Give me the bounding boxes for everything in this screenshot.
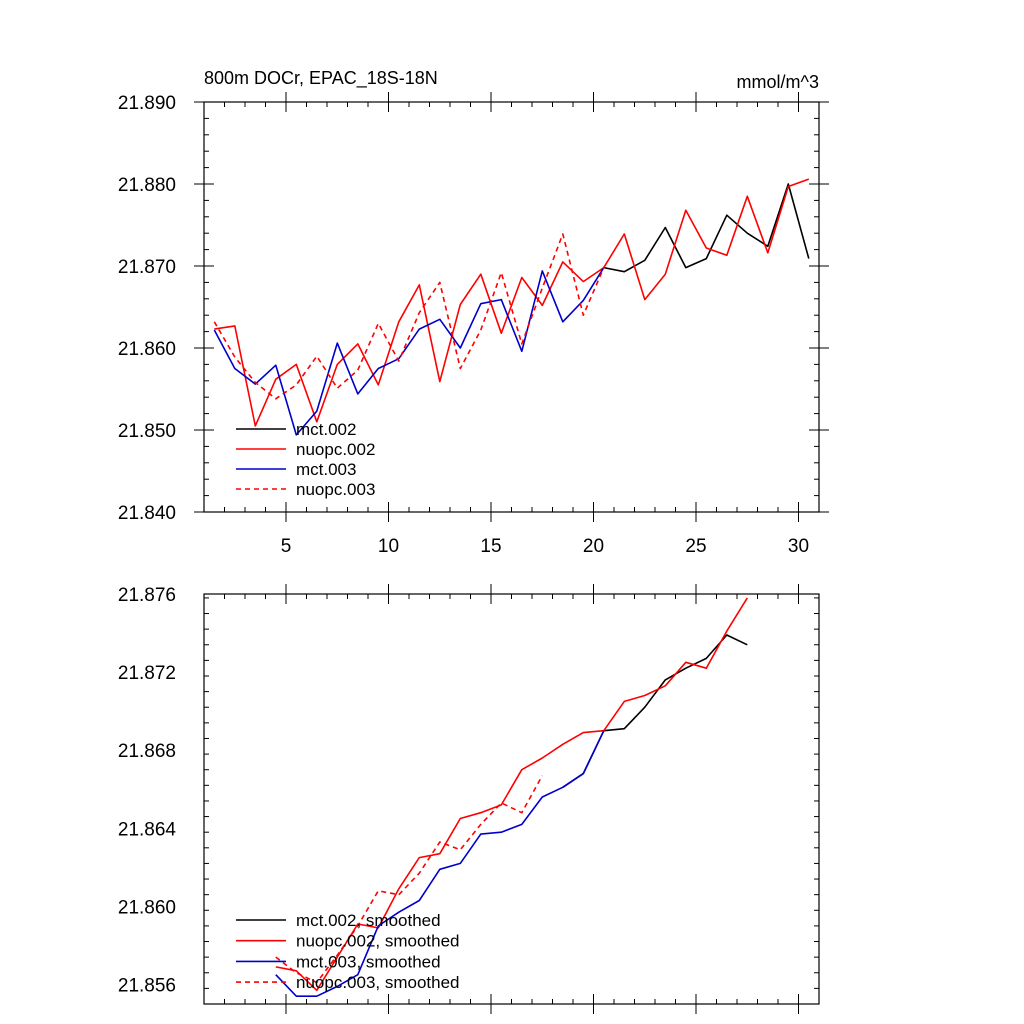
- legend-label: nuopc.003: [296, 480, 375, 499]
- series-line-2: [214, 178, 810, 427]
- x-tick-label: 20: [583, 536, 604, 557]
- x-tick-label: 5: [281, 536, 292, 557]
- series-line-2: [275, 597, 748, 992]
- series-layer: [213, 178, 810, 436]
- y-tick-label: 21.860: [118, 339, 176, 360]
- legend-label: mct.002: [296, 420, 356, 439]
- y-tick-label: 21.868: [118, 741, 176, 762]
- y-tick-label: 21.856: [118, 975, 176, 996]
- series-line-3: [213, 267, 605, 436]
- y-tick-label: 21.860: [118, 897, 176, 918]
- legend-label: nuopc.003, smoothed: [296, 973, 460, 992]
- y-tick-label: 21.872: [118, 663, 176, 684]
- legend-label: mct.002, smoothed: [296, 911, 441, 930]
- x-tick-label: 15: [480, 536, 501, 557]
- legend: mct.002, smoothed nuopc.002, smoothedmct.…: [236, 911, 460, 992]
- legend-label: mct.003: [296, 460, 356, 479]
- legend-label: nuopc.002, smoothed: [296, 932, 460, 951]
- legend-label: nuopc.002: [296, 440, 375, 459]
- y-tick-label: 21.870: [118, 257, 176, 278]
- y-tick-label: 21.864: [118, 819, 177, 840]
- series-line-3: [275, 730, 605, 998]
- series-line-1: [603, 183, 810, 273]
- y-tick-label: 21.890: [118, 93, 176, 114]
- series-line-4: [213, 233, 605, 400]
- units-label: mmol/m^3: [737, 72, 819, 92]
- x-tick-label: 30: [788, 536, 809, 557]
- top-panel: 800m DOCr, EPAC_18S-18N mmol/m^3 5 10 15 20…: [118, 68, 829, 557]
- y-tick-label: 21.850: [118, 421, 176, 442]
- series-line-1: [562, 634, 748, 788]
- chart-title: 800m DOCr, EPAC_18S-18N: [204, 68, 438, 89]
- axis-ticks: 5 10 15 20 25 30 21.840 21.850 21.860 21.870 21.88…: [118, 92, 829, 557]
- series-layer: [275, 597, 748, 998]
- y-tick-label: 21.876: [118, 585, 176, 606]
- bottom-panel: 21.856 21.860 21.864 21.868 21.872 21.876 mct…: [118, 584, 820, 1014]
- legend-label: mct.003, smoothed: [296, 952, 441, 971]
- x-tick-label: 25: [685, 536, 706, 557]
- y-tick-label: 21.880: [118, 175, 176, 196]
- y-tick-label: 21.840: [118, 503, 176, 524]
- series-line-4: [275, 775, 544, 984]
- axis-ticks: 21.856 21.860 21.864 21.868 21.872 21.876: [118, 584, 820, 1014]
- x-tick-label: 10: [378, 536, 399, 557]
